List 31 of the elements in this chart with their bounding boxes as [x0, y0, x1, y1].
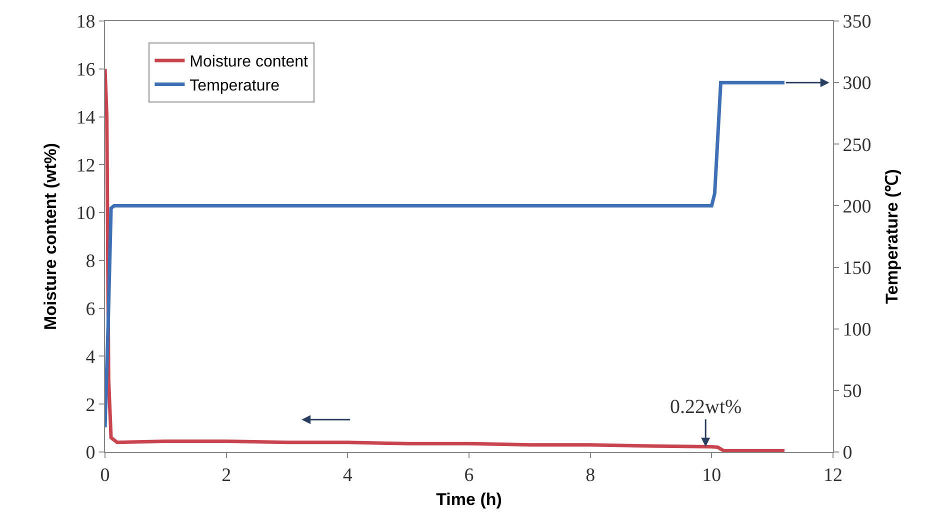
x-tick-label: 12: [824, 464, 842, 486]
x-tick-label: 4: [342, 464, 353, 486]
y2-tick-label: 0: [842, 442, 852, 464]
y-tick-label: 4: [86, 346, 96, 368]
y-tick-label: 18: [76, 12, 96, 33]
legend-label: Moisture content: [190, 54, 309, 71]
y-axis-title: Moisture content (wt%): [40, 143, 60, 330]
y2-tick-label: 300: [842, 73, 872, 94]
y-tick-label: 16: [76, 60, 96, 81]
y-tick-label: 12: [76, 155, 96, 176]
y-tick-label: 10: [76, 203, 96, 224]
y-tick-label: 2: [86, 394, 96, 416]
y2-tick-label: 200: [842, 196, 872, 218]
x-tick-label: 6: [464, 464, 474, 486]
legend-label: Temperature: [190, 77, 280, 94]
y2-tick-label: 100: [842, 320, 872, 341]
y2-tick-label: 150: [842, 258, 872, 279]
annotation: 0.22wt%: [670, 396, 742, 418]
x-tick-label: 10: [702, 464, 722, 486]
y2-tick-label: 250: [842, 134, 872, 156]
x-tick-label: 0: [100, 464, 110, 486]
x-axis-title: Time (h): [436, 490, 502, 510]
y2-tick-label: 350: [842, 12, 872, 33]
y-tick-label: 6: [86, 298, 96, 320]
y-tick-label: 14: [76, 107, 96, 128]
y-tick-label: 0: [86, 442, 96, 464]
y2-axis-title: Temperature (℃): [882, 169, 902, 304]
x-tick-label: 8: [586, 464, 596, 486]
y2-tick-label: 50: [842, 381, 862, 402]
x-tick-label: 2: [222, 464, 232, 486]
y-tick-label: 8: [86, 251, 96, 272]
